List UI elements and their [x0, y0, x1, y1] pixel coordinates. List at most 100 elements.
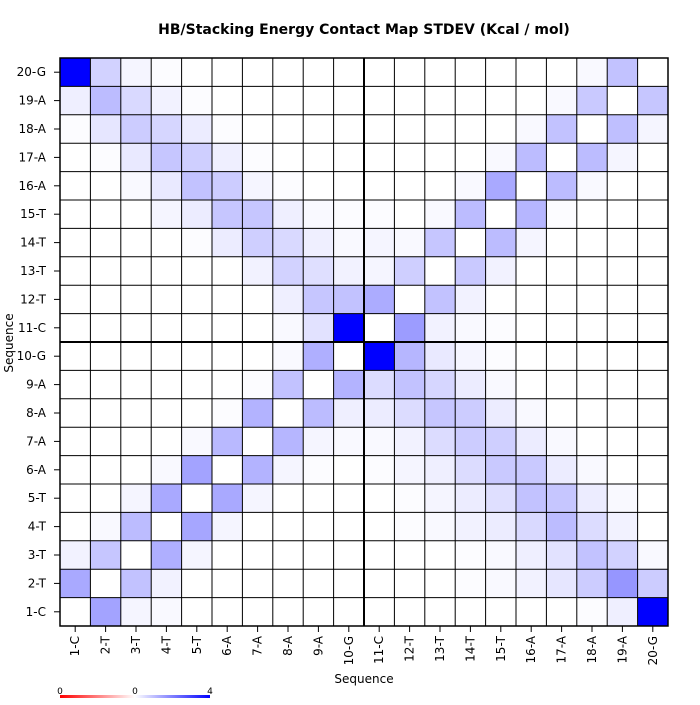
heatmap-cell — [516, 540, 547, 570]
x-tick-label: 18-A — [585, 635, 599, 663]
heatmap-cell — [485, 398, 516, 428]
heatmap-cell — [364, 313, 395, 342]
heatmap-cell — [120, 256, 152, 286]
heatmap-cell — [303, 228, 334, 257]
chart-title: HB/Stacking Energy Contact Map STDEV (Kc… — [158, 22, 570, 38]
heatmap-cell — [333, 228, 364, 257]
heatmap-cell — [181, 200, 212, 229]
heatmap-cell — [60, 171, 91, 200]
heatmap-cell — [120, 342, 152, 371]
heatmap-cell — [120, 370, 152, 399]
heatmap-cell — [272, 200, 304, 229]
heatmap-cell — [455, 370, 486, 399]
heatmap-cell — [576, 86, 608, 115]
heatmap-cell — [607, 86, 638, 115]
heatmap-cell — [607, 285, 638, 314]
heatmap-cell — [485, 200, 516, 229]
heatmap-cell — [60, 597, 91, 626]
heatmap-cell — [120, 86, 152, 115]
heatmap-cell — [333, 370, 364, 399]
heatmap-cell — [455, 285, 486, 314]
heatmap-cell — [576, 455, 608, 484]
heatmap-cell — [272, 143, 304, 172]
heatmap-cell — [455, 114, 486, 144]
heatmap-cell — [455, 143, 486, 172]
heatmap-cell — [364, 143, 395, 172]
heatmap-cell — [303, 512, 334, 541]
heatmap-cell — [516, 342, 547, 371]
heatmap-cell — [333, 512, 364, 541]
heatmap-cell — [90, 427, 121, 456]
heatmap-cell — [576, 597, 608, 626]
heatmap-cell — [181, 228, 212, 257]
heatmap-cell — [212, 313, 243, 342]
heatmap-cell — [364, 171, 395, 200]
heatmap-cell — [151, 313, 182, 342]
heatmap-cell — [576, 540, 608, 570]
x-tick-label: 17-A — [555, 635, 569, 663]
heatmap-cell — [424, 569, 456, 598]
heatmap-cell — [394, 285, 425, 314]
heatmap-cell — [576, 569, 608, 598]
heatmap-cell — [546, 285, 577, 314]
x-tick-label: 5-T — [190, 635, 204, 654]
heatmap-cell — [455, 427, 486, 456]
heatmap-cell — [546, 114, 577, 144]
heatmap-cell — [120, 484, 152, 513]
heatmap-cell — [333, 171, 364, 200]
heatmap-cell — [576, 256, 608, 286]
colorbar-tick-label: 4 — [207, 687, 213, 697]
heatmap-cell — [364, 540, 395, 570]
y-tick-label: 11-C — [18, 321, 46, 335]
heatmap-cell — [60, 143, 91, 172]
heatmap-cell — [242, 86, 273, 115]
heatmap-cell — [485, 370, 516, 399]
heatmap-cell — [212, 455, 243, 484]
heatmap-cell — [212, 256, 243, 286]
heatmap-cell — [181, 114, 212, 144]
heatmap-cell — [424, 285, 456, 314]
heatmap-cell — [546, 200, 577, 229]
heatmap-cell — [546, 228, 577, 257]
heatmap-cell — [333, 200, 364, 229]
heatmap-cell — [516, 597, 547, 626]
heatmap-cell — [424, 171, 456, 200]
heatmap-cell — [242, 58, 273, 87]
x-tick-label: 14-T — [463, 635, 477, 661]
heatmap-cell — [516, 484, 547, 513]
heatmap-cell — [242, 569, 273, 598]
y-tick-label: 7-A — [26, 434, 47, 448]
heatmap-cell — [607, 484, 638, 513]
heatmap-cell — [364, 512, 395, 541]
heatmap-cell — [516, 370, 547, 399]
heatmap-cell — [576, 342, 608, 371]
heatmap-cell — [546, 484, 577, 513]
y-axis-label: Sequence — [2, 313, 16, 372]
heatmap-cell — [151, 228, 182, 257]
heatmap-cell — [120, 455, 152, 484]
heatmap-cell — [394, 455, 425, 484]
heatmap-cell — [516, 398, 547, 428]
heatmap-cell — [181, 86, 212, 115]
heatmap-cell — [333, 143, 364, 172]
heatmap-cell — [242, 200, 273, 229]
plot-border — [59, 57, 669, 627]
heatmap-cell — [151, 540, 182, 570]
heatmap-cell — [424, 342, 456, 371]
heatmap-cell — [576, 484, 608, 513]
heatmap-cell — [60, 512, 91, 541]
heatmap-cell — [364, 427, 395, 456]
x-tick-label: 1-C — [68, 636, 82, 656]
heatmap-cell — [394, 313, 425, 342]
heatmap-cell — [303, 569, 334, 598]
y-tick-label: 5-T — [28, 491, 47, 505]
heatmap-cell — [303, 200, 334, 229]
heatmap-cell — [272, 285, 304, 314]
heatmap-cell — [516, 143, 547, 172]
heatmap-cell — [424, 58, 456, 87]
heatmap-cell — [333, 484, 364, 513]
heatmap-cell — [272, 228, 304, 257]
heatmap-cell — [424, 200, 456, 229]
heatmap-cell — [303, 114, 334, 144]
